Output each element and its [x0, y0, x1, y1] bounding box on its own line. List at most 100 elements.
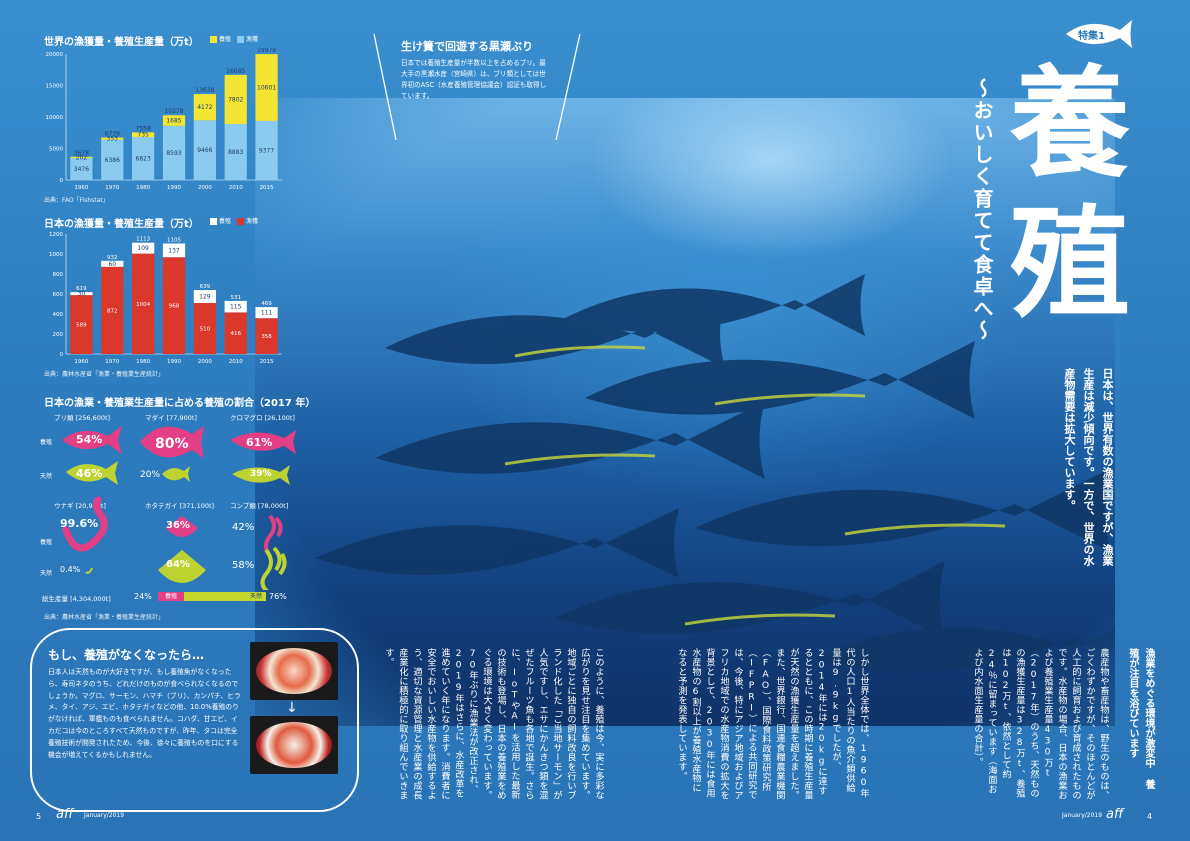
data-label: 7802: [228, 96, 243, 103]
article-column-1: 農産物や畜産物は、野生のものは、ごくわずかですが、そのほとんどが人工的に飼育およ…: [972, 648, 1109, 800]
bar-漁獲: [224, 124, 247, 180]
data-label: 735: [137, 132, 149, 139]
data-label: 416: [230, 331, 241, 337]
y-tick-label: 200: [53, 332, 64, 338]
article-column-2: しかし世界全体では、1960年代の人口1人当たりの魚介類供給量は9.9kgでした…: [676, 648, 869, 800]
species-pictograms: [62, 426, 296, 590]
bar-養殖: [193, 94, 216, 121]
x-tick-label: 1990: [167, 359, 181, 365]
callout-title: 生け簀で回遊する黒瀬ぶり: [401, 40, 533, 53]
total-wild-pct: 76%: [269, 592, 287, 601]
bar-養殖: [70, 156, 93, 159]
title-char-1: 養: [1010, 55, 1130, 194]
data-label: 137: [168, 247, 180, 254]
total-production-label: 総生産量 [4,304,000t]: [42, 595, 111, 603]
total-share-bar: 養殖 天然: [158, 592, 266, 601]
kelp-wild-pct: 58%: [232, 560, 255, 571]
species-name: ホタテガイ [371,100t]: [145, 502, 215, 510]
y-tick-label: 1000: [49, 252, 63, 258]
x-tick-label: 2000: [198, 359, 212, 365]
row-label-farm: 養殖: [40, 439, 53, 446]
scallop-farm-pct: 36%: [166, 520, 190, 531]
y-tick-label: 400: [53, 312, 64, 318]
data-label: 129: [199, 294, 211, 301]
data-label: 3476: [74, 166, 89, 173]
eel-farm-icon: [62, 496, 108, 552]
eel-wild-icon: [85, 567, 93, 574]
japan-bar-chart: 1200100080060040020005893061919608726093…: [49, 232, 282, 365]
footer-left-issue: January/2019: [84, 812, 125, 819]
fish-silhouette: [315, 508, 679, 578]
total-label: 3678: [74, 150, 89, 157]
eel-farm-pct: 99.6%: [60, 517, 99, 530]
data-label: 202: [76, 154, 88, 161]
total-wild-segment: 天然: [249, 593, 262, 600]
yellowtail-wild-pct: 46%: [76, 467, 103, 480]
data-label: 8883: [228, 149, 243, 156]
x-tick-label: 2010: [229, 185, 243, 191]
bar-養殖: [70, 292, 93, 296]
data-label: 1004: [136, 302, 150, 308]
y-tick-label: 10000: [46, 115, 64, 121]
bar-養殖: [132, 242, 155, 254]
bar-漁獲: [70, 158, 93, 180]
bar-漁獲: [255, 120, 278, 180]
fish-school-photo: [255, 98, 1115, 726]
scallop-wild-icon: [158, 550, 206, 583]
japan-chart-legend: 養殖 漁獲: [206, 216, 258, 225]
data-label: 30: [78, 291, 86, 298]
article-heading: 漁業をめぐる環境が激変中 養殖が注目を浴びています: [1127, 648, 1154, 789]
fish-silhouette: [375, 401, 765, 479]
total-label: 932: [107, 255, 118, 261]
footer-left-page: 5: [36, 812, 42, 821]
feature-lead: 日本は、世界有数の漁業国ですが、漁業生産は減少傾向です。一方で、世界の水産物需要…: [1063, 368, 1114, 566]
fish-silhouette: [385, 298, 725, 368]
total-label: 7558: [136, 125, 151, 132]
feature-subtitle: 〜おいしく育てて食卓へ〜: [970, 78, 994, 342]
note-box: [30, 628, 359, 812]
tuna-wild-pct: 39%: [250, 469, 272, 479]
row-label-farm: 養殖: [40, 539, 53, 546]
data-label: 60: [108, 261, 116, 268]
total-label: 531: [230, 295, 241, 301]
data-label: 9466: [197, 147, 212, 154]
footer-left-brand: aff: [56, 807, 74, 822]
bar-養殖: [162, 115, 186, 126]
bar-漁獲: [162, 125, 186, 180]
bar-養殖: [224, 300, 247, 313]
data-label: 111: [261, 310, 273, 317]
bar-養殖: [162, 243, 186, 258]
total-label: 1113: [136, 237, 150, 243]
data-label: 109: [137, 245, 149, 252]
sushi-photo-before: [250, 642, 338, 700]
yellowtail-farm-icon: [62, 426, 122, 454]
total-label: 619: [76, 286, 87, 292]
bar-養殖: [132, 132, 155, 138]
y-tick-label: 20000: [46, 52, 64, 58]
species-name: ブリ類 [256,600t]: [54, 414, 111, 422]
data-label: 358: [261, 334, 272, 340]
x-tick-label: 2000: [198, 185, 212, 191]
y-tick-label: 600: [53, 292, 64, 298]
bar-漁獲: [193, 120, 216, 180]
fish-silhouette: [555, 561, 945, 639]
species-name: クロマグロ [26,100t]: [230, 414, 295, 422]
species-name: ウナギ [20,933t]: [54, 502, 106, 510]
bar-漁獲: [255, 318, 278, 354]
kelp-wild-icon: [260, 546, 287, 590]
x-tick-label: 1980: [136, 185, 150, 191]
data-label: 353: [107, 136, 119, 143]
x-tick-label: 1970: [105, 359, 119, 365]
x-tick-label: 2015: [260, 359, 274, 365]
eel-wild-pct: 0.4%: [60, 565, 81, 574]
yellowtail-wild-icon: [66, 461, 118, 485]
y-tick-label: 0: [60, 352, 64, 358]
japan-chart-source: 出典：農林水産省「漁業・養殖業生産統計」: [44, 371, 165, 378]
total-label: 16685: [226, 68, 245, 75]
arrow-down-icon: ↓: [286, 700, 298, 716]
tuna-farm-pct: 61%: [246, 436, 273, 449]
world-chart-legend: 養殖 漁獲: [206, 34, 258, 43]
title-char-2: 殖: [1010, 195, 1130, 334]
